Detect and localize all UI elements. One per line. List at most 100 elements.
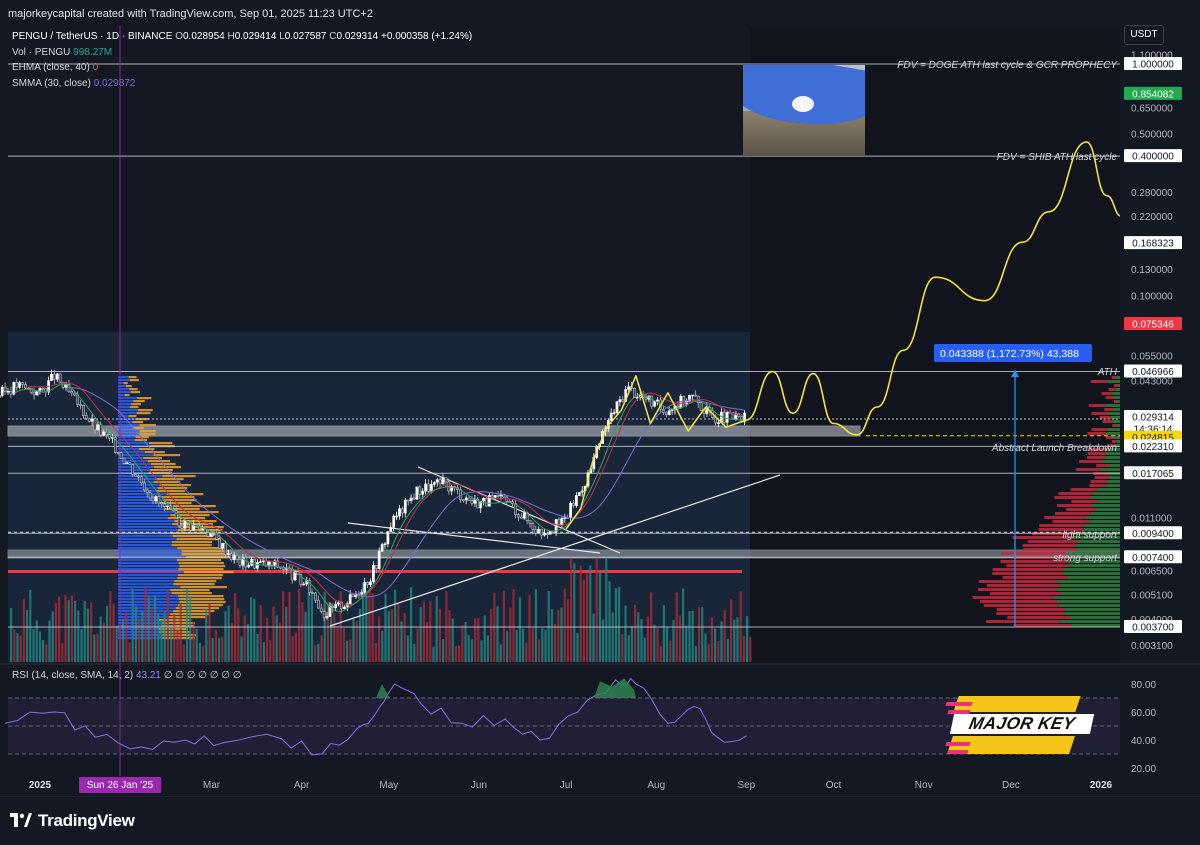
volume-bar	[407, 635, 409, 662]
candle-body	[390, 527, 392, 531]
candle-body	[30, 388, 32, 392]
profile-bar	[118, 433, 139, 435]
candle-body	[364, 582, 366, 592]
volume-bar	[468, 635, 470, 662]
profile-bar	[140, 430, 156, 432]
profile-bar	[118, 559, 177, 561]
candle-body	[181, 526, 183, 528]
volume-bar	[266, 618, 268, 662]
candle-body	[140, 477, 142, 483]
candle-body	[143, 483, 145, 490]
profile-bar	[1069, 616, 1120, 619]
volume-bar	[103, 622, 105, 662]
legend-volume-row: Vol · PENGU 998.27M	[12, 45, 472, 61]
candle-body	[535, 530, 537, 534]
candle-body	[250, 559, 252, 565]
candle-body	[210, 534, 212, 536]
volume-bar	[292, 636, 294, 662]
price-tick: 0.500000	[1131, 130, 1173, 141]
profile-bar	[1064, 612, 1120, 615]
profile-bar	[1105, 456, 1120, 459]
volume-bar	[599, 572, 601, 662]
price-tick: 0.003100	[1131, 641, 1173, 652]
price-label: 0.017065	[1132, 469, 1174, 480]
volume-bar	[122, 619, 124, 662]
profile-bar	[118, 448, 139, 450]
profile-bar	[1087, 456, 1105, 459]
volume-bar	[471, 639, 473, 662]
candle-body	[401, 509, 403, 513]
candle-body	[572, 503, 574, 505]
profile-bar	[177, 559, 221, 561]
profile-bar	[1117, 400, 1120, 403]
profile-bar	[1060, 584, 1120, 587]
candle-body	[422, 491, 424, 494]
currency-unit-button[interactable]: USDT	[1124, 25, 1164, 45]
rsi-value: 43.21	[136, 670, 161, 681]
profile-bar	[1092, 504, 1120, 507]
profile-bar	[118, 454, 154, 456]
profile-bar	[145, 451, 165, 453]
volume-bar	[733, 620, 735, 662]
profile-bar	[1109, 476, 1120, 479]
candle-body	[335, 604, 337, 608]
volume-bar	[391, 609, 393, 662]
candle-body	[7, 391, 9, 392]
candle-body	[497, 495, 499, 496]
volume-bar	[544, 630, 546, 662]
profile-bar	[118, 574, 178, 576]
volume-bar	[448, 610, 450, 662]
volume-bar	[525, 643, 527, 662]
profile-bar	[1091, 512, 1120, 515]
candle-body	[16, 382, 18, 387]
profile-bar	[133, 400, 144, 402]
candle-body	[651, 396, 653, 406]
candle-body	[430, 484, 432, 491]
volume-bar	[148, 596, 150, 662]
candle-body	[578, 492, 580, 495]
profile-bar	[1059, 604, 1120, 607]
profile-bar	[1112, 392, 1120, 395]
profile-bar	[177, 538, 221, 540]
candle-body	[462, 500, 464, 501]
candle-body	[82, 405, 84, 415]
profile-bar	[1054, 496, 1090, 499]
price-label: 0.168323	[1132, 239, 1174, 250]
badge-stripe	[945, 702, 972, 706]
volume-bar	[375, 643, 377, 662]
change-value: +0.000358 (+1.24%)	[381, 31, 472, 42]
candle-body	[619, 400, 621, 402]
profile-bar	[1058, 492, 1092, 495]
volume-bar	[10, 608, 12, 662]
volume-bar	[196, 629, 198, 662]
candle-body	[323, 611, 325, 617]
candle-body	[506, 497, 508, 501]
profile-bar	[118, 385, 126, 387]
candle-body	[74, 393, 76, 395]
volume-bar	[727, 639, 729, 662]
profile-bar	[1100, 468, 1120, 471]
profile-bar	[118, 487, 158, 489]
profile-bar	[178, 574, 223, 576]
volume-bar	[724, 610, 726, 662]
candle-body	[549, 531, 551, 534]
profile-bar	[1112, 424, 1116, 427]
volume-bar	[388, 611, 390, 662]
profile-bar	[179, 565, 225, 567]
profile-bar	[132, 421, 143, 423]
profile-bar	[148, 460, 170, 462]
profile-bar	[118, 553, 181, 555]
profile-bar	[172, 541, 212, 543]
tradingview-logo[interactable]: TradingView	[10, 811, 135, 831]
candle-body	[439, 480, 441, 484]
candle-body	[129, 463, 131, 464]
volume-bar	[557, 610, 559, 662]
candle-body	[21, 383, 23, 385]
profile-bar	[118, 520, 174, 522]
volume-bar	[253, 599, 255, 662]
volume-bar	[74, 601, 76, 662]
volume-bar	[90, 602, 92, 662]
profile-bar	[135, 439, 148, 441]
volume-bar	[96, 634, 98, 662]
volume-bar	[519, 597, 521, 662]
